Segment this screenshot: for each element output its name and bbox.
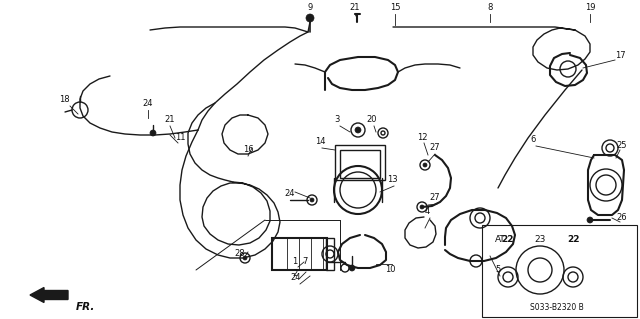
Text: 24: 24 xyxy=(285,189,295,198)
Text: 8: 8 xyxy=(487,4,493,12)
Text: 23: 23 xyxy=(534,235,546,244)
Bar xyxy=(326,238,334,270)
FancyArrow shape xyxy=(30,287,68,302)
Text: 21: 21 xyxy=(164,115,175,124)
Text: 5: 5 xyxy=(495,265,500,275)
Circle shape xyxy=(349,265,355,271)
Text: AT: AT xyxy=(495,235,506,244)
Circle shape xyxy=(306,14,314,22)
Text: 27: 27 xyxy=(429,144,440,152)
Text: 7: 7 xyxy=(302,257,308,266)
Text: 6: 6 xyxy=(531,136,536,145)
Bar xyxy=(272,238,327,270)
Circle shape xyxy=(587,217,593,223)
Circle shape xyxy=(355,127,361,133)
Circle shape xyxy=(310,198,314,202)
Bar xyxy=(335,145,385,180)
Text: 18: 18 xyxy=(59,95,69,105)
Text: 15: 15 xyxy=(390,4,400,12)
Text: 16: 16 xyxy=(243,145,253,154)
Text: 19: 19 xyxy=(585,4,595,12)
Text: 9: 9 xyxy=(307,4,312,12)
Text: 11: 11 xyxy=(175,133,185,143)
Text: 22: 22 xyxy=(502,235,515,244)
Text: 26: 26 xyxy=(617,213,627,222)
Text: 24: 24 xyxy=(291,273,301,283)
Text: 4: 4 xyxy=(424,207,429,217)
Text: 1: 1 xyxy=(292,257,298,266)
Text: 10: 10 xyxy=(385,265,396,275)
Text: 25: 25 xyxy=(617,140,627,150)
Circle shape xyxy=(423,163,427,167)
Text: 14: 14 xyxy=(315,137,325,146)
Text: 24: 24 xyxy=(143,99,153,108)
Text: 21: 21 xyxy=(349,4,360,12)
Text: 17: 17 xyxy=(614,50,625,60)
Text: 28: 28 xyxy=(235,249,245,257)
Circle shape xyxy=(243,256,247,260)
Text: S033-B2320 B: S033-B2320 B xyxy=(530,303,584,313)
Text: 12: 12 xyxy=(417,133,428,143)
Text: 13: 13 xyxy=(387,175,397,184)
Text: 20: 20 xyxy=(367,115,377,124)
Circle shape xyxy=(150,130,156,136)
Text: 3: 3 xyxy=(334,115,340,124)
Bar xyxy=(482,225,637,317)
Circle shape xyxy=(420,205,424,209)
Bar xyxy=(340,150,380,178)
Text: 2: 2 xyxy=(292,270,298,278)
Text: FR.: FR. xyxy=(76,302,95,312)
Text: 27: 27 xyxy=(429,194,440,203)
Text: 22: 22 xyxy=(567,235,579,244)
